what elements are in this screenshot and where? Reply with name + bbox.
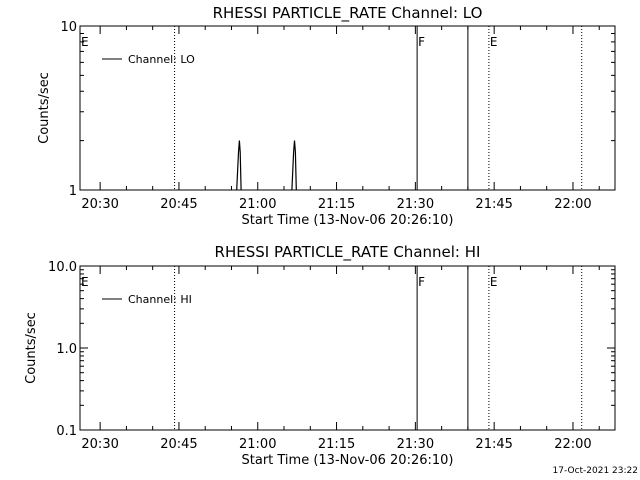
panel-1-x-tick-label: 21:45 xyxy=(475,197,512,212)
panel-1-series-line-1 xyxy=(236,140,242,191)
panel-1-y-tick-label: 10 xyxy=(60,20,77,35)
panel-1-event-marker-label: F xyxy=(418,35,425,49)
panel-1-x-tick-label: 21:30 xyxy=(397,197,434,212)
panel-1-x-tick-label: 21:15 xyxy=(318,197,355,212)
panel-1-event-marker-label: E xyxy=(490,35,498,49)
panel-1-event-marker-label: E xyxy=(81,35,89,49)
figure-footer-timestamp: 17-Oct-2021 23:22 xyxy=(552,466,638,476)
panel-1-y-axis-label: Counts/sec xyxy=(37,72,52,144)
panel-2-y-tick-label: 0.1 xyxy=(56,424,77,439)
panel-2-x-tick-label: 21:45 xyxy=(475,437,512,452)
panel-2-x-tick-label: 20:45 xyxy=(160,437,197,452)
panel-1-x-tick-label: 20:30 xyxy=(81,197,118,212)
panel-1-x-tick-label: 21:00 xyxy=(239,197,276,212)
panel-1-plot-frame xyxy=(79,25,616,191)
panel-1-x-tick-label: 22:00 xyxy=(554,197,591,212)
panel-1-legend-label: Channel: LO xyxy=(128,53,195,66)
panel-2-chart-title: RHESSI PARTICLE_RATE Channel: HI xyxy=(215,243,481,262)
panel-2-plot-frame xyxy=(79,265,616,431)
panel-1-series-line-1 xyxy=(291,140,297,191)
panel-2-event-marker-label: E xyxy=(81,275,89,289)
panel-2-y-tick-label: 10.0 xyxy=(48,260,77,275)
panel-1-y-tick-label: 1 xyxy=(69,184,77,199)
panel-2-x-axis-label: Start Time (13-Nov-06 20:26:10) xyxy=(242,453,454,468)
panel-1-x-axis-label: Start Time (13-Nov-06 20:26:10) xyxy=(242,213,454,228)
panel-2-x-tick-label: 22:00 xyxy=(554,437,591,452)
panel-2-x-tick-label: 21:00 xyxy=(239,437,276,452)
panel-2-x-tick-label: 21:30 xyxy=(397,437,434,452)
panel-1-x-tick-label: 20:45 xyxy=(160,197,197,212)
panel-2-x-tick-label: 20:30 xyxy=(81,437,118,452)
panel-2-y-tick-label: 1.0 xyxy=(56,342,77,357)
panel-2-event-marker-label: E xyxy=(490,275,498,289)
panel-2-event-marker-label: F xyxy=(418,275,425,289)
panel-1-chart-title: RHESSI PARTICLE_RATE Channel: LO xyxy=(213,4,483,23)
panel-2-y-axis-label: Counts/sec xyxy=(24,312,39,384)
panel-2-x-tick-label: 21:15 xyxy=(318,437,355,452)
panel-2-legend-label: Channel: HI xyxy=(128,293,192,306)
